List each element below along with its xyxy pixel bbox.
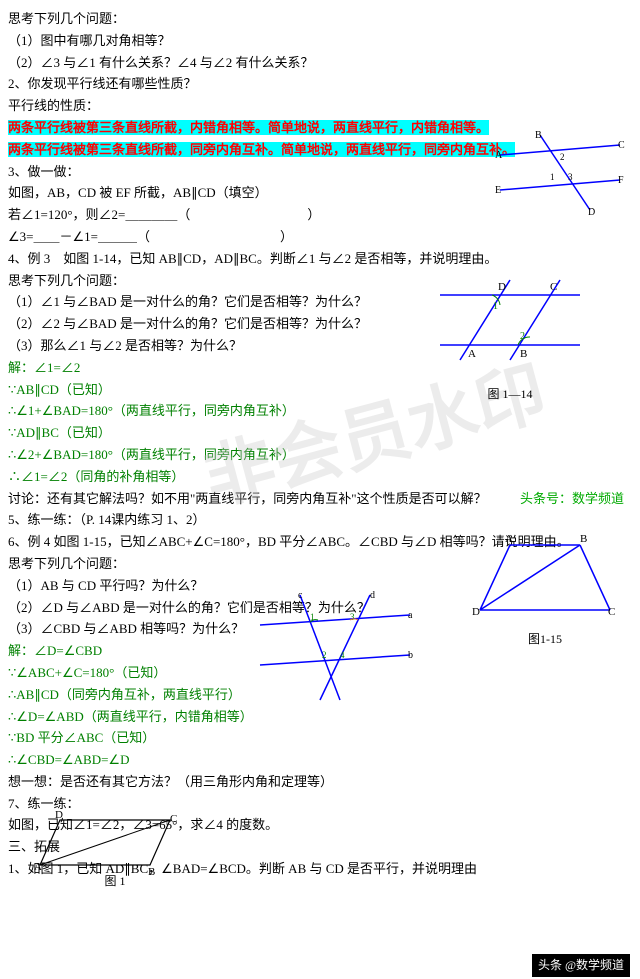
figure-parallel-ef: A C E F B D 21 3 xyxy=(490,130,630,220)
channel-link: 头条号：数学频道 xyxy=(520,489,624,510)
figure-1-15: AB DC 图1-15 xyxy=(470,530,620,649)
svg-text:1: 1 xyxy=(493,301,498,312)
svg-text:E: E xyxy=(495,185,501,196)
svg-text:A: A xyxy=(468,348,476,360)
text-line: （1）图中有哪几对角相等？ xyxy=(8,31,632,52)
footer-credit: 头条 @数学频道 xyxy=(532,954,630,977)
svg-text:2: 2 xyxy=(322,650,327,660)
text-line: 思考下列几个问题： xyxy=(8,9,632,30)
svg-text:F: F xyxy=(618,175,624,186)
text-line: 想一想：是否还有其它方法？（用三角形内角和定理等） xyxy=(8,772,632,793)
svg-text:A: A xyxy=(34,861,42,873)
svg-text:D: D xyxy=(498,281,506,293)
text-line: 2、你发现平行线还有哪些性质？ xyxy=(8,74,632,95)
svg-text:B: B xyxy=(148,866,155,878)
svg-text:D: D xyxy=(588,207,595,218)
text-line: ∵BD 平分∠ABC（已知） xyxy=(8,728,632,749)
svg-text:C: C xyxy=(618,140,625,151)
figure-1-14: DC AB 1 2 图 1—14 xyxy=(420,265,600,404)
text-line: 讨论：还有其它解法吗？如不用"两直线平行，同旁内角互补"这个性质是否可以解？头条… xyxy=(8,489,632,510)
svg-text:c: c xyxy=(298,590,303,601)
svg-text:a: a xyxy=(408,610,413,621)
svg-text:A: A xyxy=(505,533,513,545)
svg-text:2: 2 xyxy=(560,152,565,162)
text-line: ∴∠1+∠BAD=180°（两直线平行，同旁内角互补） xyxy=(8,401,632,422)
svg-text:3: 3 xyxy=(568,172,573,182)
text-line: （2）∠3 与∠1 有什么关系？∠4 与∠2 有什么关系？ xyxy=(8,53,632,74)
svg-text:B: B xyxy=(535,130,542,141)
text-line: 5、练一练：（P. 14课内练习 1、2） xyxy=(8,510,632,531)
text-line: ∠3=＿＿－∠1=＿＿＿（ ） xyxy=(8,227,632,248)
svg-text:4: 4 xyxy=(340,650,345,660)
svg-text:3: 3 xyxy=(350,612,355,622)
svg-text:B: B xyxy=(520,348,527,360)
svg-text:A: A xyxy=(495,150,503,161)
svg-text:D: D xyxy=(472,606,480,618)
text-line: ∴∠2+∠BAD=180°（两直线平行，同旁内角互补） xyxy=(8,445,632,466)
svg-text:B: B xyxy=(580,533,587,545)
svg-text:C: C xyxy=(608,606,615,618)
text-line: ∵AD∥BC（已知） xyxy=(8,423,632,444)
figure-1: DC AB 图 1 xyxy=(30,810,200,891)
svg-text:d: d xyxy=(370,590,375,601)
svg-text:C: C xyxy=(550,281,557,293)
text-line: 平行线的性质： xyxy=(8,96,632,117)
svg-text:b: b xyxy=(408,650,413,661)
svg-text:D: D xyxy=(55,810,63,821)
text-line: ∴∠CBD=∠ABD=∠D xyxy=(8,750,632,771)
svg-text:1: 1 xyxy=(550,172,555,182)
text-line: ∴∠1=∠2（同角的补角相等） xyxy=(8,467,632,488)
svg-text:C: C xyxy=(170,813,177,825)
figure-abcd: ab cd 1 3 2 4 xyxy=(250,590,420,710)
